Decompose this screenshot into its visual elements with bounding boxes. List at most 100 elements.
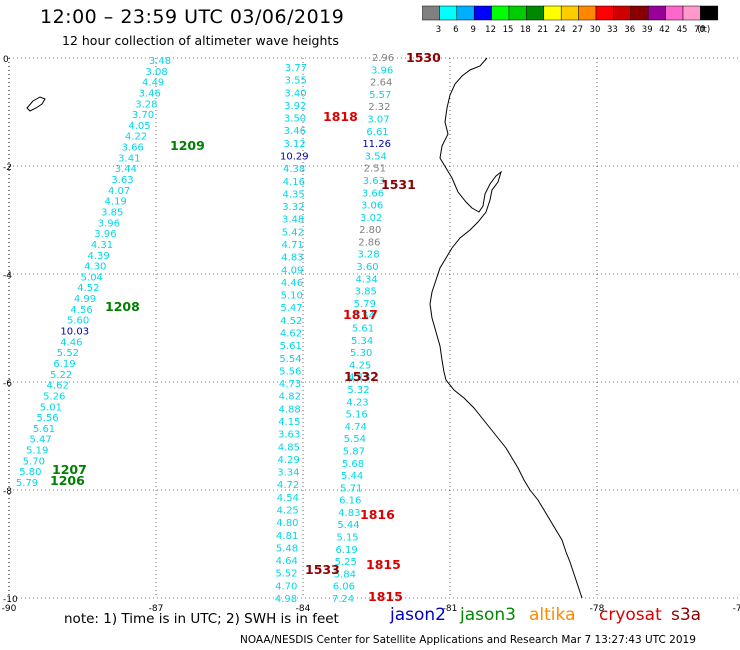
wave-height-value: 4.29 (277, 455, 299, 466)
wave-height-value: 5.57 (369, 90, 391, 101)
wave-height-value: 3.34 (277, 468, 299, 479)
wave-height-value: 4.19 (105, 197, 127, 208)
pass-time-label: 1207 (52, 462, 87, 477)
wave-height-value: 3.06 (361, 201, 383, 212)
wave-height-value: 3.54 (365, 151, 387, 162)
wave-height-value: 3.28 (135, 99, 157, 110)
wave-height-value: 3.96 (98, 218, 120, 229)
wave-height-value: 4.64 (276, 556, 298, 567)
wave-height-value: 3.32 (282, 202, 304, 213)
map-grid: 0 -2 -4 -6 -8 -10-90 -87 -84 -81 -78 -75 (2, 55, 740, 614)
wave-height-value: 4.49 (142, 78, 164, 89)
wave-height-value: 6.06 (333, 582, 355, 593)
wave-height-value: 3.96 (371, 65, 393, 76)
wave-height-value: 3.07 (367, 114, 389, 125)
credit-line: NOAA/NESDIS Center for Satellite Applica… (240, 634, 696, 646)
latitude-label: -8 (3, 487, 12, 497)
colorbar-tick-label: 33 (607, 25, 618, 35)
wave-height-value: 5.44 (341, 471, 363, 482)
wave-height-value: 4.52 (280, 316, 302, 327)
wave-height-value: 4.05 (128, 121, 150, 132)
wave-height-value: 4.73 (279, 379, 301, 390)
colorbar-tick-label: 15 (503, 25, 514, 35)
colorbar-tick-label: 42 (659, 25, 670, 35)
wave-height-value: 5.54 (353, 311, 375, 322)
wave-height-value: 5.52 (57, 348, 79, 359)
colorbar-tick-label: 3 (436, 25, 441, 35)
wave-height-value: 10.29 (280, 152, 309, 163)
wave-height-value: 4.38 (283, 164, 305, 175)
wave-height-value: 5.47 (30, 435, 52, 446)
wave-height-value: 5.30 (350, 348, 372, 359)
colorbar-tick-label: 70 (694, 25, 705, 35)
legend-item-jason3: jason3 (460, 605, 516, 625)
wave-height-value: 5.54 (279, 354, 301, 365)
legend-item-jason2: jason2 (390, 605, 446, 625)
wave-height-value: 3.44 (115, 164, 137, 175)
wave-height-value: 3.60 (356, 262, 378, 273)
wave-height-value: 4.88 (278, 404, 300, 415)
wave-height-value: 10.03 (60, 327, 89, 338)
wave-height-value: 5.47 (280, 303, 302, 314)
wave-height-value: 4.80 (276, 518, 298, 529)
wave-height-value: 5.56 (36, 413, 58, 424)
longitude-label: -75 (733, 604, 740, 614)
color-scale-bar: 3 6 9 12 15 18 21 24 27 30 33 36 39 42 45 70(ft) (422, 5, 719, 35)
wave-height-value: 3.46 (139, 88, 161, 99)
wave-height-value: 3.02 (360, 213, 382, 224)
longitude-label: -78 (590, 604, 605, 614)
wave-height-value: 5.61 (352, 324, 374, 335)
longitude-label: -87 (149, 604, 164, 614)
pass-time-label: 1530 (406, 50, 441, 65)
pass-time-label: 1815 (368, 589, 403, 604)
wave-height-value: 4.34 (356, 274, 378, 285)
wave-height-value: 4.72 (277, 480, 299, 491)
wave-height-value: 5.79 (354, 299, 376, 310)
wave-height-value: 4.31 (91, 240, 113, 251)
wave-height-value: 5.52 (275, 569, 297, 580)
colorbar-unit: (ft) (697, 25, 710, 35)
pass-time-label: 1817 (343, 307, 378, 322)
latitude-label: -6 (3, 379, 12, 389)
wave-height-value: 4.25 (349, 360, 371, 371)
wave-height-value: 5.70 (23, 456, 45, 467)
longitude-label: -90 (2, 604, 17, 614)
wave-height-value: 5.16 (346, 410, 368, 421)
legend-item-altika: altika (529, 605, 576, 625)
longitude-label: -84 (296, 604, 311, 614)
colorbar-tick-label: 12 (485, 25, 496, 35)
wave-height-value: 4.62 (280, 329, 302, 340)
wave-height-value: 3.77 (285, 63, 307, 74)
wave-height-value: 7.24 (332, 594, 354, 605)
wave-height-value: 5.61 (280, 341, 302, 352)
wave-height-value: 4.71 (282, 240, 304, 251)
wave-height-value: 5.42 (282, 227, 304, 238)
pass-time-label: 1206 (50, 473, 85, 488)
wave-height-value: 4.35 (282, 189, 304, 200)
longitude-label: -81 (443, 604, 458, 614)
wave-height-value: 3.85 (355, 287, 377, 298)
chart-subtitle: 12 hour collection of altimeter wave hei… (62, 33, 339, 48)
wave-height-value: 2.32 (368, 102, 390, 113)
wave-height-value: 4.62 (47, 381, 69, 392)
wave-height-value: 4.81 (276, 531, 298, 542)
latitude-label: 0 (3, 55, 9, 65)
wave-height-value: 5.84 (334, 569, 356, 580)
wave-height-value: 4.99 (74, 294, 96, 305)
wave-height-value: 5.10 (281, 291, 303, 302)
colorbar-tick-label: 36 (624, 25, 635, 35)
latitude-label: -10 (3, 595, 18, 605)
wave-height-value: 3.63 (363, 176, 385, 187)
wave-height-value: 4.13 (348, 373, 370, 384)
wave-height-value: 4.82 (279, 392, 301, 403)
colorbar-tick-label: 21 (537, 25, 548, 35)
wave-height-value: 5.56 (279, 366, 301, 377)
colorbar-tick-label: 6 (453, 25, 458, 35)
colorbar-swatch (700, 5, 719, 21)
wave-height-value: 3.66 (362, 188, 384, 199)
wave-height-value: 3.85 (101, 207, 123, 218)
wave-height-value: 4.85 (278, 442, 300, 453)
wave-height-value: 3.48 (149, 56, 171, 67)
wave-height-value: 4.25 (277, 506, 299, 517)
